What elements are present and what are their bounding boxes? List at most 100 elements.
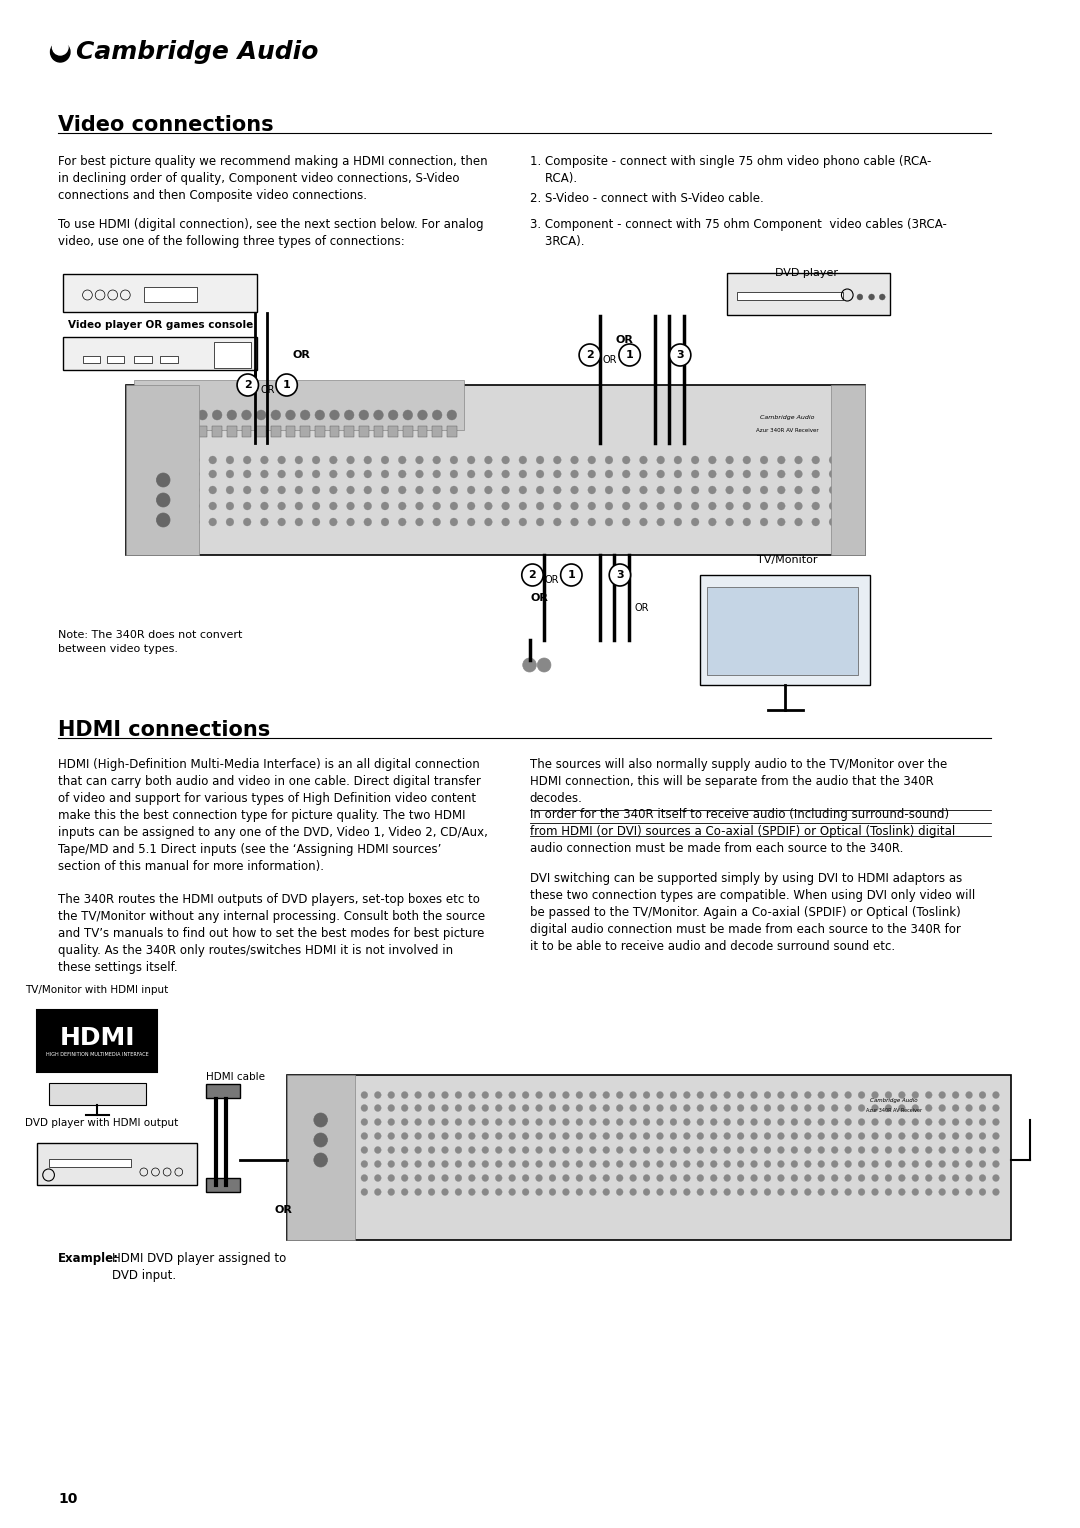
Circle shape bbox=[375, 1118, 381, 1126]
Circle shape bbox=[468, 455, 475, 465]
Circle shape bbox=[622, 486, 630, 494]
Circle shape bbox=[590, 1175, 596, 1181]
FancyBboxPatch shape bbox=[49, 1083, 146, 1105]
Circle shape bbox=[399, 455, 406, 465]
Circle shape bbox=[805, 1105, 811, 1111]
Circle shape bbox=[697, 1118, 704, 1126]
Circle shape bbox=[872, 1091, 878, 1099]
Text: HDMI DVD player assigned to
DVD input.: HDMI DVD player assigned to DVD input. bbox=[111, 1251, 286, 1282]
Circle shape bbox=[312, 471, 320, 478]
Circle shape bbox=[639, 486, 647, 494]
Circle shape bbox=[563, 1175, 569, 1181]
Circle shape bbox=[226, 455, 234, 465]
Circle shape bbox=[191, 486, 200, 494]
Circle shape bbox=[428, 1091, 435, 1099]
Circle shape bbox=[295, 518, 302, 526]
Circle shape bbox=[549, 1091, 556, 1099]
Circle shape bbox=[751, 1189, 757, 1195]
Circle shape bbox=[576, 1105, 583, 1111]
Circle shape bbox=[590, 1105, 596, 1111]
Circle shape bbox=[399, 503, 406, 510]
Circle shape bbox=[416, 503, 423, 510]
Circle shape bbox=[980, 1160, 986, 1167]
Text: OR: OR bbox=[616, 335, 634, 345]
Circle shape bbox=[899, 1132, 905, 1140]
Circle shape bbox=[926, 1189, 932, 1195]
Text: 2: 2 bbox=[244, 380, 252, 390]
Circle shape bbox=[536, 1189, 542, 1195]
Circle shape bbox=[329, 486, 337, 494]
Circle shape bbox=[912, 1105, 919, 1111]
Circle shape bbox=[670, 1132, 677, 1140]
Circle shape bbox=[953, 1132, 959, 1140]
Circle shape bbox=[872, 1118, 878, 1126]
Circle shape bbox=[588, 471, 596, 478]
Circle shape bbox=[227, 410, 237, 420]
Circle shape bbox=[278, 503, 285, 510]
Circle shape bbox=[708, 503, 716, 510]
Circle shape bbox=[485, 455, 492, 465]
Circle shape bbox=[617, 1091, 623, 1099]
Circle shape bbox=[778, 486, 785, 494]
Circle shape bbox=[415, 1132, 421, 1140]
Circle shape bbox=[622, 471, 630, 478]
Circle shape bbox=[590, 1091, 596, 1099]
Circle shape bbox=[496, 1091, 502, 1099]
Circle shape bbox=[433, 518, 441, 526]
Circle shape bbox=[312, 455, 320, 465]
Circle shape bbox=[496, 1118, 502, 1126]
Circle shape bbox=[644, 1189, 650, 1195]
Circle shape bbox=[388, 1160, 394, 1167]
Circle shape bbox=[455, 1160, 462, 1167]
FancyBboxPatch shape bbox=[183, 426, 192, 437]
Circle shape bbox=[243, 471, 251, 478]
Circle shape bbox=[347, 503, 354, 510]
Circle shape bbox=[847, 518, 854, 526]
Circle shape bbox=[174, 518, 183, 526]
Circle shape bbox=[657, 1091, 663, 1099]
Circle shape bbox=[639, 455, 647, 465]
Circle shape bbox=[416, 486, 423, 494]
Circle shape bbox=[724, 1132, 730, 1140]
Circle shape bbox=[157, 494, 170, 507]
Text: 2: 2 bbox=[586, 350, 594, 361]
Circle shape bbox=[157, 513, 170, 527]
Circle shape bbox=[361, 1160, 368, 1167]
Circle shape bbox=[953, 1105, 959, 1111]
Circle shape bbox=[743, 518, 751, 526]
FancyBboxPatch shape bbox=[359, 426, 368, 437]
Circle shape bbox=[563, 1091, 569, 1099]
Circle shape bbox=[711, 1091, 717, 1099]
Circle shape bbox=[791, 1189, 798, 1195]
FancyBboxPatch shape bbox=[271, 426, 281, 437]
Circle shape bbox=[590, 1118, 596, 1126]
Circle shape bbox=[885, 1105, 892, 1111]
Circle shape bbox=[278, 455, 285, 465]
Text: Azur 340R AV Receiver: Azur 340R AV Receiver bbox=[866, 1108, 922, 1112]
Text: OR: OR bbox=[634, 604, 648, 613]
Circle shape bbox=[485, 518, 492, 526]
Circle shape bbox=[619, 344, 640, 367]
Circle shape bbox=[329, 410, 339, 420]
Circle shape bbox=[751, 1175, 757, 1181]
Text: Video player OR games console: Video player OR games console bbox=[68, 319, 253, 330]
Circle shape bbox=[482, 1160, 489, 1167]
Circle shape bbox=[226, 518, 234, 526]
Text: HDMI: HDMI bbox=[59, 1025, 135, 1050]
Circle shape bbox=[926, 1175, 932, 1181]
Text: 1: 1 bbox=[283, 380, 291, 390]
Text: HIGH DEFINITION MULTIMEDIA INTERFACE: HIGH DEFINITION MULTIMEDIA INTERFACE bbox=[45, 1053, 149, 1057]
Circle shape bbox=[684, 1175, 690, 1181]
Circle shape bbox=[455, 1146, 462, 1154]
Circle shape bbox=[939, 1175, 946, 1181]
Circle shape bbox=[738, 1189, 744, 1195]
Circle shape bbox=[858, 293, 863, 299]
Circle shape bbox=[622, 455, 630, 465]
Circle shape bbox=[778, 518, 785, 526]
Circle shape bbox=[966, 1118, 972, 1126]
Circle shape bbox=[738, 1146, 744, 1154]
Circle shape bbox=[993, 1118, 999, 1126]
Circle shape bbox=[402, 1146, 408, 1154]
Circle shape bbox=[670, 1105, 677, 1111]
Circle shape bbox=[433, 503, 441, 510]
